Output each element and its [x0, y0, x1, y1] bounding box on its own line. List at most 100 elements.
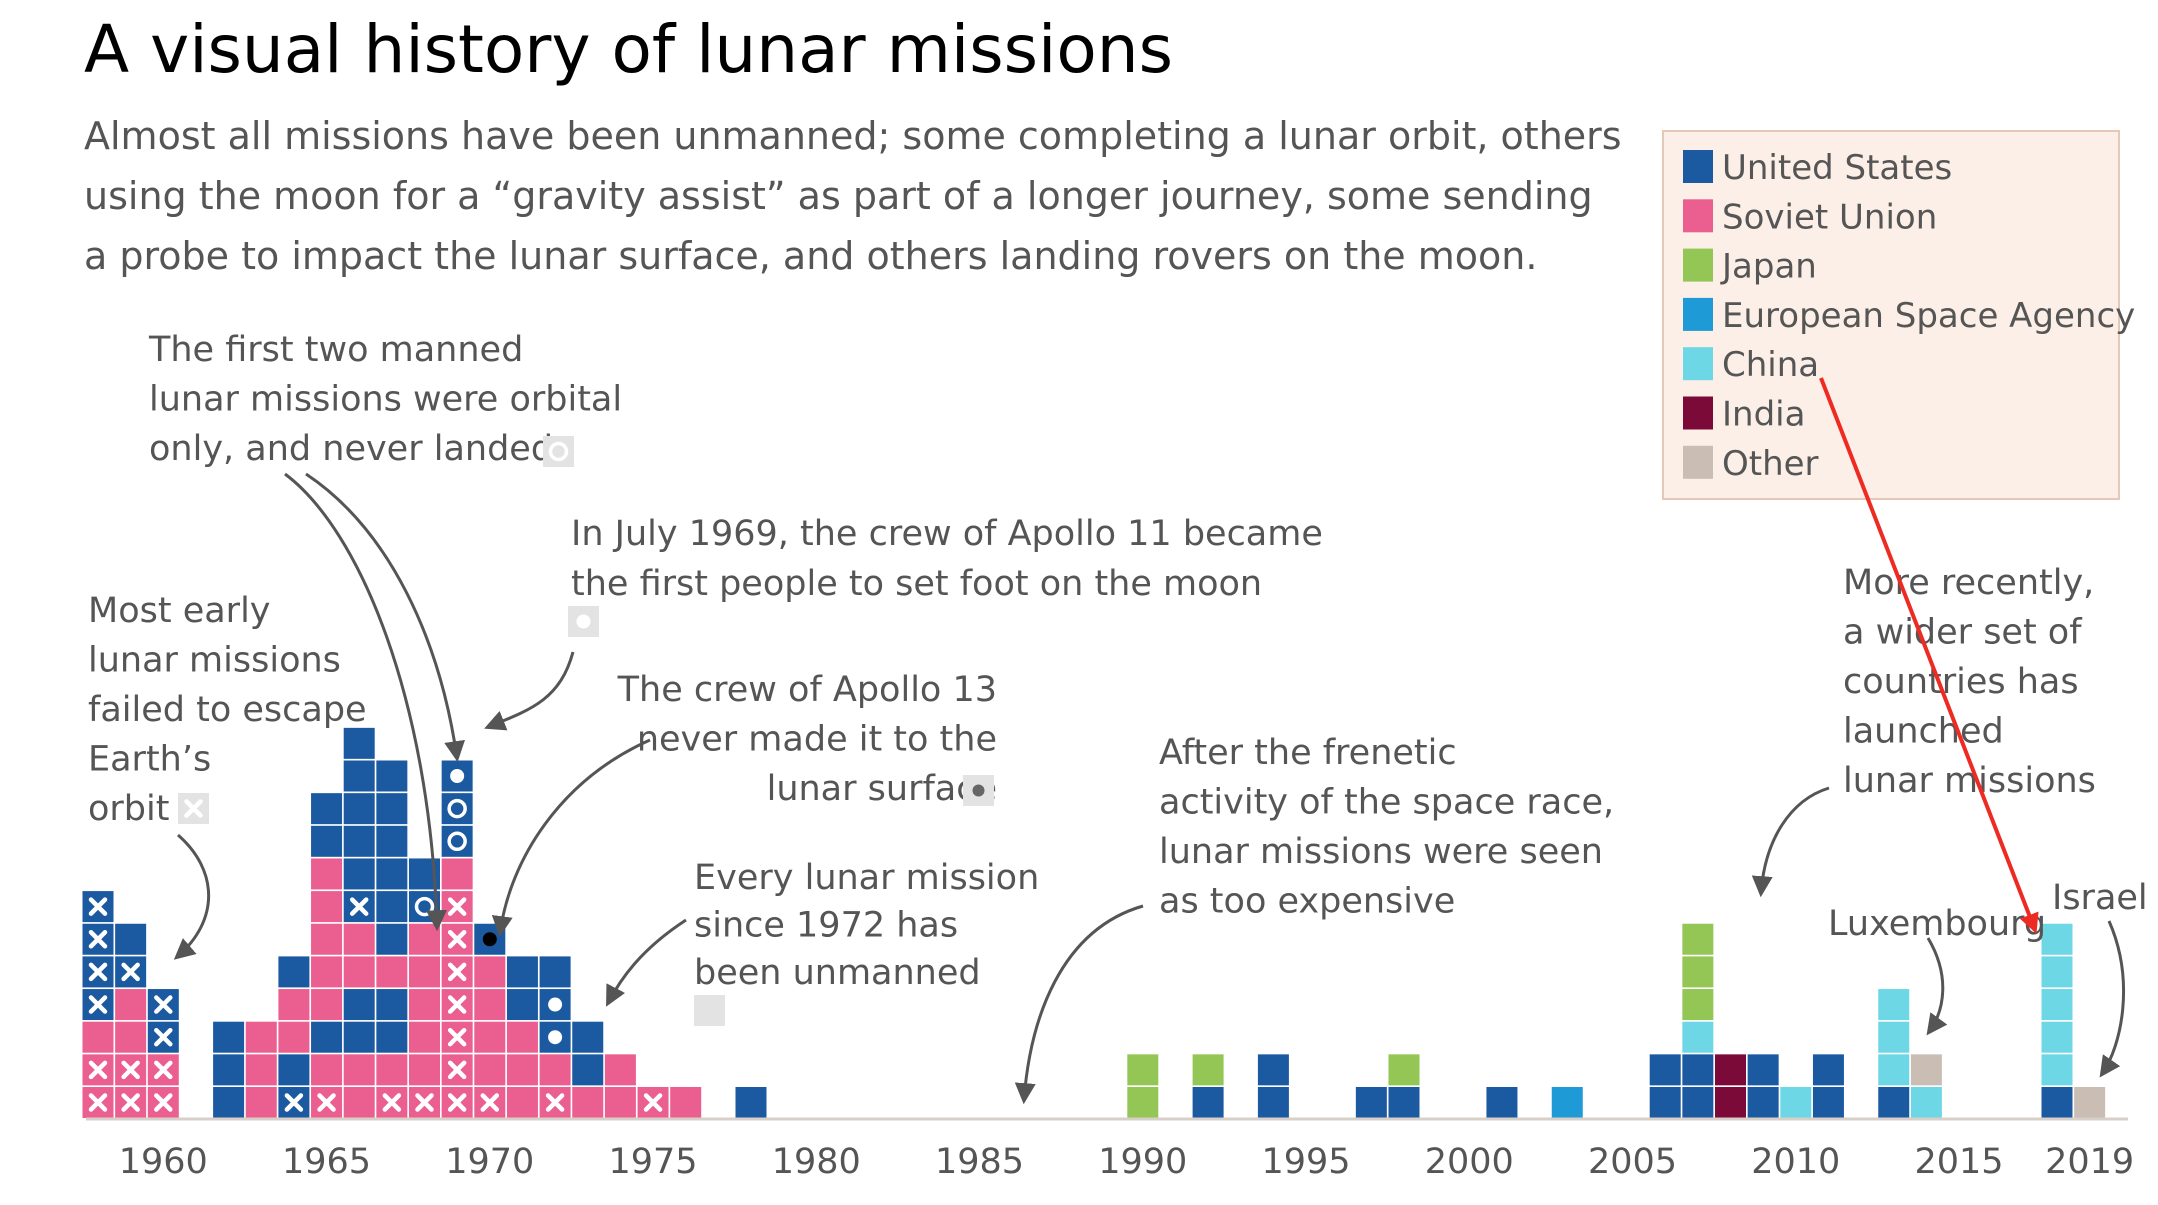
mission-square	[1812, 1054, 1844, 1086]
annotation-early-failures: Earth’s	[88, 740, 211, 780]
mission-square	[343, 923, 375, 955]
mission-square	[2041, 1021, 2073, 1053]
mission-square	[1388, 1087, 1420, 1118]
failed-launch-marker	[88, 995, 108, 1014]
failed-launch-marker	[88, 962, 108, 982]
mission-square	[115, 989, 147, 1021]
x-tick-label: 2005	[1588, 1142, 1677, 1182]
mission-square	[604, 1087, 636, 1118]
mission-square	[343, 1021, 375, 1053]
failed-launch-marker	[88, 1093, 108, 1112]
x-tick-label: 1990	[1098, 1142, 1187, 1182]
legend-label: Other	[1722, 444, 1819, 484]
mission-square	[311, 793, 343, 825]
mission-square	[2041, 1087, 2073, 1118]
annotation-recent: lunar missions	[1843, 761, 2096, 801]
x-tick-label: 2019	[2045, 1142, 2134, 1182]
x-tick-label: 2010	[1751, 1142, 1840, 1182]
mission-square	[441, 825, 473, 857]
mission-square	[2074, 1087, 2106, 1118]
mission-square	[506, 956, 538, 988]
manned-landing-marker	[548, 997, 563, 1012]
annotation-apollo13: never made it to the	[637, 720, 997, 760]
failed-launch-marker	[643, 1093, 663, 1112]
annotation-early-failures: lunar missions	[88, 641, 341, 681]
mission-square	[572, 1021, 604, 1053]
failed-launch-marker	[447, 930, 467, 949]
arrow-apollo11	[484, 651, 575, 731]
annotation-first-manned: lunar missions were orbital	[149, 380, 622, 420]
mission-square	[409, 1054, 440, 1086]
legend-label: Japan	[1720, 247, 1817, 287]
legend-background	[1662, 130, 2120, 500]
mission-square	[82, 1021, 114, 1053]
annotation-first-manned: only, and never landed	[149, 429, 553, 469]
subtitle-line: Almost all missions have been unmanned; …	[84, 114, 1622, 158]
arrow-unmanned	[606, 918, 687, 1007]
mission-square	[1878, 1054, 1910, 1086]
failed-launch-marker	[447, 1060, 467, 1080]
key-fail-icon	[184, 799, 203, 818]
failed-launch-marker	[88, 897, 108, 916]
mission-square	[376, 923, 408, 955]
mission-square	[1715, 1087, 1746, 1118]
mission-square	[409, 923, 440, 955]
mission-square	[1715, 1054, 1746, 1086]
mission-square	[670, 1087, 702, 1118]
mission-square	[1388, 1054, 1420, 1086]
failed-launch-marker	[447, 897, 467, 916]
mission-square	[343, 727, 375, 759]
mission-square	[213, 1054, 245, 1086]
failed-launch-marker	[121, 1093, 140, 1112]
key-icon	[543, 436, 574, 467]
arrow-apollo13	[491, 738, 651, 938]
legend-swatch	[1683, 347, 1713, 381]
mission-square	[278, 956, 310, 988]
mission-square	[311, 989, 343, 1021]
mission-square	[1192, 1087, 1224, 1118]
legend-label: United States	[1722, 148, 1952, 188]
mission-square	[1682, 1054, 1714, 1086]
mission-square	[1747, 1054, 1779, 1086]
manned-landing-marker	[548, 1030, 563, 1045]
annotation-early-failures: failed to escape	[88, 690, 367, 730]
arrow-early-failures	[173, 833, 210, 960]
mission-square	[1257, 1054, 1289, 1086]
mission-square	[311, 1054, 343, 1086]
mission-square	[474, 956, 506, 988]
annotation-early-failures: Most early	[88, 591, 271, 631]
mission-square	[376, 989, 408, 1021]
mission-square	[1127, 1054, 1159, 1086]
legend-label: China	[1722, 345, 1819, 385]
mission-square	[1910, 1087, 1942, 1118]
mission-square	[311, 891, 343, 923]
mission-square	[245, 1054, 277, 1086]
x-tick-label: 1995	[1262, 1142, 1351, 1182]
failed-launch-marker	[284, 1093, 304, 1112]
mission-square	[2041, 956, 2073, 988]
failed-launch-marker	[447, 962, 467, 982]
mission-square	[245, 1021, 277, 1053]
mission-square	[539, 1054, 571, 1086]
annotation-israel: Israel	[2052, 878, 2148, 918]
arrow-first-manned-1969	[305, 472, 465, 763]
arrow-frenetic	[1014, 904, 1144, 1105]
annotation-recent: a wider set of	[1843, 613, 2082, 653]
mission-square	[735, 1087, 767, 1118]
legend-swatch	[1683, 445, 1713, 479]
x-tick-label: 1985	[935, 1142, 1024, 1182]
legend-swatch	[1683, 297, 1713, 331]
annotation-unmanned: since 1972 has	[694, 906, 958, 946]
failed-launch-marker	[121, 962, 140, 982]
mission-square	[1257, 1087, 1289, 1118]
key-aborted-icon	[972, 784, 985, 797]
failed-launch-marker	[154, 1027, 173, 1047]
mission-squares	[82, 727, 2106, 1118]
x-tick-label: 2000	[1425, 1142, 1514, 1182]
legend-swatch	[1683, 396, 1713, 430]
mission-square	[1682, 989, 1714, 1021]
mission-square	[115, 1021, 147, 1053]
mission-square	[474, 1054, 506, 1086]
annotation-apollo13: The crew of Apollo 13	[617, 670, 997, 710]
annotation-frenetic: activity of the space race,	[1159, 783, 1614, 823]
